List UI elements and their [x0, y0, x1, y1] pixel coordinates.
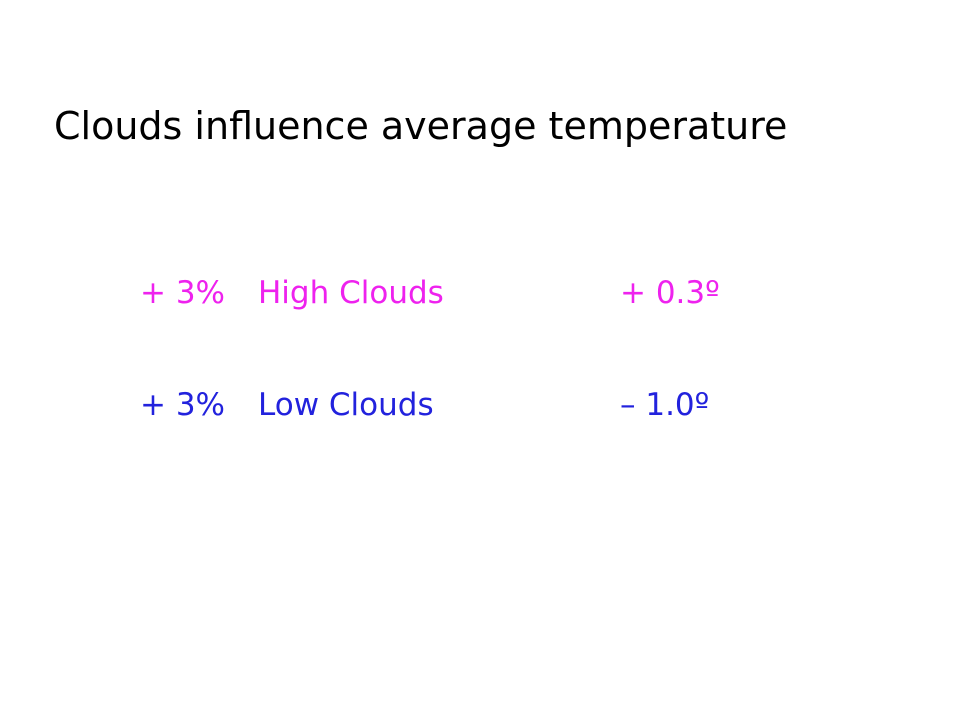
change: + 3% [140, 387, 226, 423]
cloud-type: Low Clouds [258, 387, 434, 423]
temperature-effect: + 0.3º [620, 275, 720, 311]
cloud-type: High Clouds [258, 275, 444, 311]
change: + 3% [140, 275, 226, 311]
slide-title: Clouds influence average temperature [54, 104, 788, 148]
temperature-effect: – 1.0º [620, 387, 710, 423]
